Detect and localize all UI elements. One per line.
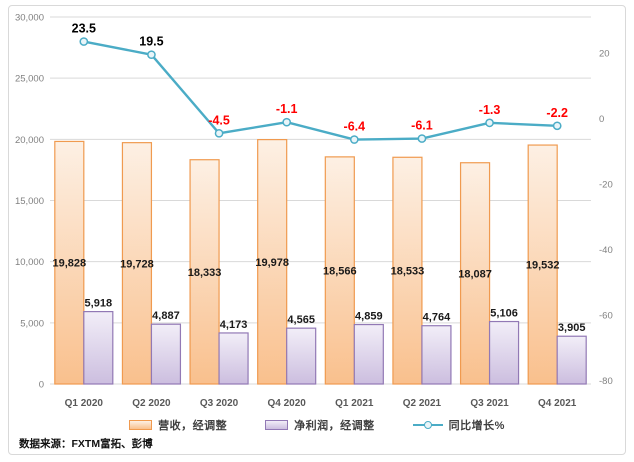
legend-item: 同比增长%	[412, 417, 505, 433]
revenue-value-label: 18,533	[391, 266, 425, 278]
secondary-axis-label: -40	[599, 245, 613, 256]
profit-bar	[421, 325, 452, 385]
growth-marker	[79, 37, 89, 46]
growth-value-label: -1.3	[479, 103, 501, 117]
revenue-bar	[459, 162, 491, 385]
growth-marker	[485, 118, 494, 128]
secondary-axis-label: 0	[599, 114, 604, 125]
y-axis-label: 15,000	[15, 196, 44, 207]
x-axis-label: Q2 2021	[403, 398, 442, 409]
x-axis-label: Q3 2020	[200, 398, 239, 409]
growth-line	[83, 40, 558, 141]
profit-bar	[488, 320, 520, 385]
revenue-bar	[189, 159, 220, 385]
profit-value-label: 5,918	[85, 298, 113, 310]
legend-line-swatch	[412, 419, 443, 431]
revenue-value-label: 18,333	[188, 267, 222, 279]
y-axis-label: 30,000	[15, 13, 44, 24]
profit-value-label: 3,905	[558, 322, 586, 334]
growth-value-label: -2.2	[546, 106, 568, 120]
legend-label: 营收，经调整	[158, 420, 228, 432]
growth-marker	[282, 117, 292, 127]
revenue-value-label: 19,828	[52, 258, 86, 270]
growth-marker	[214, 128, 224, 138]
growth-value-label: -1.1	[276, 102, 298, 116]
x-axis-label: Q3 2021	[470, 398, 509, 409]
profit-bar	[150, 323, 182, 385]
profit-value-label: 4,764	[423, 312, 451, 324]
growth-marker	[349, 135, 359, 144]
revenue-bar	[324, 156, 355, 385]
profit-value-label: 4,859	[355, 311, 383, 323]
growth-value-label: -4.5	[208, 113, 230, 127]
legend-label: 同比增长%	[448, 420, 505, 432]
growth-marker	[417, 134, 427, 143]
revenue-value-label: 19,728	[120, 258, 154, 270]
secondary-axis-label: -20	[599, 180, 613, 191]
y-axis-label: 20,000	[15, 135, 44, 146]
y-axis-label: 5,000	[20, 318, 44, 329]
profit-bar	[286, 327, 317, 385]
secondary-axis-label: -60	[599, 311, 613, 322]
revenue-bar	[257, 139, 288, 385]
secondary-axis-label: 20	[599, 49, 610, 60]
revenue-bar	[121, 142, 153, 385]
growth-marker	[147, 50, 156, 60]
legend-marker-dot	[423, 421, 432, 429]
legend-item: 净利润，经调整	[265, 417, 375, 433]
profit-value-label: 4,173	[220, 319, 248, 331]
profit-bar	[83, 311, 114, 385]
y-axis-label: 25,000	[15, 74, 44, 85]
source-note: 数据来源：FXTM富拓、彭博	[19, 438, 153, 450]
revenue-value-label: 18,566	[323, 265, 357, 277]
growth-value-label: -6.1	[411, 119, 433, 133]
growth-marker	[552, 121, 562, 131]
x-axis-label: Q1 2020	[65, 398, 104, 409]
profit-bar	[353, 323, 384, 385]
legend-bar-swatch	[129, 420, 153, 430]
profit-value-label: 5,106	[490, 308, 518, 320]
chart-frame: 0 5,000 10,000 15,000 20,000 25,000 30,000 20 0 -…	[8, 5, 626, 455]
revenue-bar	[392, 156, 423, 385]
revenue-value-label: 18,087	[458, 268, 492, 280]
revenue-bar	[527, 144, 558, 385]
growth-value-label: -6.4	[344, 120, 366, 134]
x-axis-label: Q4 2020	[268, 398, 307, 409]
profit-bar	[218, 332, 249, 385]
legend-label: 净利润，经调整	[294, 420, 375, 432]
combo-chart: 0 5,000 10,000 15,000 20,000 25,000 30,000 20 0 -…	[15, 13, 613, 410]
secondary-axis-label: -80	[599, 376, 613, 387]
x-axis-label: Q2 2020	[132, 398, 171, 409]
growth-value-label: 19.5	[139, 35, 163, 49]
legend: 营收，经调整 净利润，经调整 同比增长%	[9, 416, 625, 434]
x-axis-label: Q1 2021	[335, 398, 374, 409]
x-axis-label: Q4 2021	[538, 398, 577, 409]
legend-item: 营收，经调整	[129, 417, 227, 433]
profit-bar	[556, 335, 587, 385]
revenue-value-label: 19,978	[255, 257, 289, 269]
growth-value-label: 23.5	[72, 22, 96, 36]
legend-bar-swatch	[265, 420, 289, 430]
y-axis-label: 10,000	[15, 257, 44, 268]
profit-value-label: 4,565	[287, 314, 315, 326]
revenue-value-label: 19,532	[526, 260, 560, 272]
revenue-bar	[54, 140, 85, 385]
y-axis-label: 0	[39, 380, 44, 391]
profit-value-label: 4,887	[152, 310, 180, 322]
